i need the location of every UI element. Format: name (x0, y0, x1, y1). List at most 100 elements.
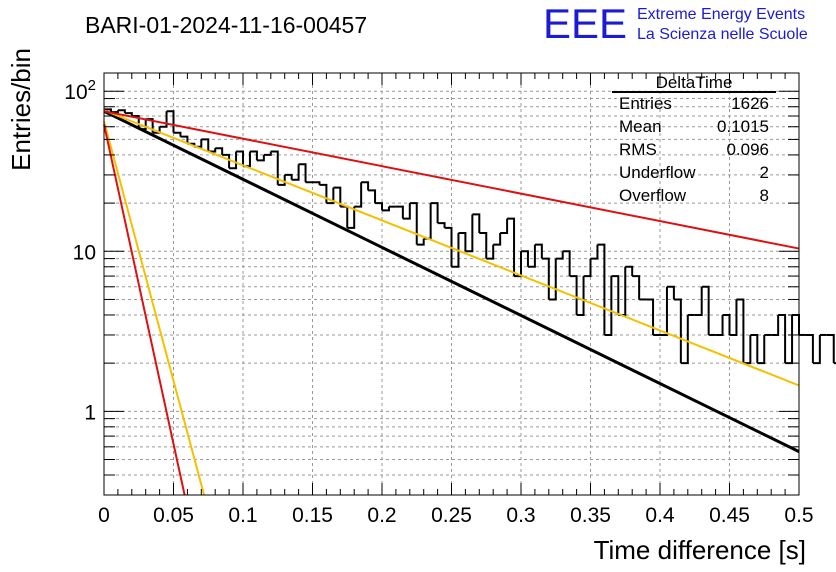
histogram-bin (458, 232, 467, 252)
eee-logo: EEE Extreme Energy Events La Scienza nel… (543, 0, 808, 47)
histogram-bin (298, 163, 307, 183)
x-tick-label: 0.5 (784, 504, 813, 527)
histogram-bin (778, 313, 787, 364)
histogram-bin (680, 314, 689, 365)
histogram-bin (750, 333, 759, 364)
histogram-bin (729, 299, 738, 336)
histogram-layer (104, 108, 836, 365)
histogram-bin (243, 151, 251, 168)
histogram-bin (444, 226, 453, 267)
histogram-bin (326, 187, 335, 205)
histogram-bin (666, 285, 675, 300)
fit-curve-yellow (103, 120, 206, 496)
stats-label: Underflow (619, 163, 696, 182)
x-axis-label: Time difference [s] (594, 535, 806, 565)
histogram-bin (534, 243, 543, 259)
y-tick-labels: 1 10 102 (64, 77, 96, 424)
histogram-bin (430, 202, 439, 224)
y-tick-label: 102 (64, 77, 96, 104)
histogram-bin (548, 258, 557, 301)
histogram-bin (792, 313, 800, 335)
histogram-bin (291, 164, 300, 181)
histogram-bin (423, 203, 432, 240)
histogram-bin (785, 314, 794, 365)
histogram-bin (416, 238, 425, 246)
histogram-bin (437, 222, 446, 228)
histogram-bin (583, 258, 592, 278)
histogram-bin (632, 275, 641, 300)
org-name: Extreme Energy Events (637, 6, 805, 23)
histogram-bin (319, 183, 328, 204)
histogram-bin (451, 233, 460, 268)
histogram-bin (180, 135, 189, 144)
x-tick-label: 0 (98, 504, 110, 527)
histogram-bin (562, 250, 571, 277)
histogram-bin (507, 217, 516, 277)
x-tick-label: 0.2 (367, 504, 396, 527)
histogram-bin (604, 276, 613, 336)
stats-label: RMS (619, 140, 657, 159)
histogram-bin (263, 151, 272, 156)
histogram-bin (569, 275, 578, 315)
stats-label: Mean (619, 117, 662, 136)
histogram-bin (402, 203, 411, 220)
histogram-bin (382, 206, 390, 212)
fit-curve-yellow (103, 109, 800, 387)
histogram-bin (215, 147, 224, 155)
stats-title: DeltaTime (656, 73, 733, 92)
stats-value: 2 (760, 163, 769, 182)
histogram-bin (743, 334, 752, 365)
histogram-bin (159, 111, 168, 128)
histogram-bin (479, 232, 488, 259)
stats-value: 0.1015 (717, 117, 769, 136)
histogram-bin (333, 186, 342, 207)
histogram-bin (229, 151, 238, 170)
histogram-bin (361, 181, 370, 191)
histogram-bin (277, 174, 286, 186)
histogram-bin (500, 218, 509, 235)
stats-box: DeltaTime Entries 1626 Mean 0.1015 RMS 0.096 U… (612, 73, 776, 205)
histogram-bin (757, 334, 766, 365)
histogram-bin (673, 298, 682, 364)
histogram-bin (646, 298, 655, 335)
histogram-bin (236, 150, 244, 167)
x-tick-label: 0.4 (645, 504, 675, 527)
histogram-bin (701, 285, 710, 335)
histogram-bin (472, 213, 481, 234)
x-tick-label: 0.45 (709, 504, 750, 527)
stats-rows: Entries 1626 Mean 0.1015 RMS 0.096 Underflow 2 O… (619, 94, 769, 205)
org-subtitle: La Scienza nelle Scuole (637, 26, 808, 43)
histogram-bin (736, 298, 745, 364)
histogram-bin (270, 150, 279, 185)
x-tick-labels: 0 0.05 0.1 0.15 0.2 0.25 0.3 0.35 0.4 0.45 0.5 (98, 504, 813, 527)
histogram-bin (771, 314, 780, 336)
fit-curve-red (103, 124, 186, 496)
histogram-bin (625, 265, 634, 277)
histogram-bin (493, 233, 502, 246)
histogram-bin (395, 205, 404, 219)
histogram-bin (694, 286, 703, 316)
logo-mark: EEE (543, 0, 627, 47)
histogram-bin (826, 333, 835, 364)
histogram-bin (368, 189, 377, 204)
histogram-bin (812, 334, 821, 365)
x-tick-label: 0.25 (431, 504, 472, 527)
histogram-bin (340, 205, 349, 228)
histogram-bin (597, 243, 606, 335)
histogram-bin (347, 206, 356, 229)
histogram-bin (527, 244, 536, 268)
stats-value: 8 (760, 186, 769, 205)
y-axis-label: Entries/bin (6, 48, 36, 171)
histogram-bin (611, 275, 620, 315)
histogram-bin (715, 314, 724, 336)
fit-curves-layer (103, 109, 800, 496)
x-tick-label: 0.3 (506, 504, 535, 527)
x-tick-label: 0.15 (292, 504, 333, 527)
histogram-bin (409, 202, 418, 245)
histogram-bin (249, 150, 258, 161)
fit-curve-red (103, 110, 800, 250)
histogram-bin (173, 131, 182, 137)
histogram-bin (284, 173, 293, 180)
y-tick-label: 10 (73, 241, 96, 264)
